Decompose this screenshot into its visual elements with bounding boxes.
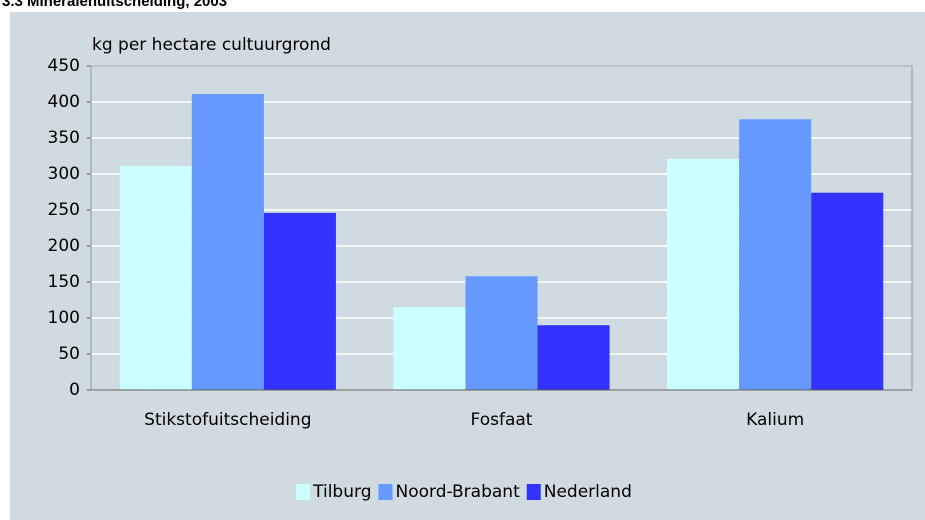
x-tick-label: Fosfaat — [471, 410, 533, 430]
bar — [393, 307, 466, 390]
legend-label: Noord-Brabant — [395, 482, 520, 502]
y-tick-label: 350 — [48, 128, 80, 148]
bar — [263, 212, 336, 390]
bar — [537, 325, 610, 390]
y-tick-label: 400 — [48, 92, 80, 112]
y-tick-label: 250 — [48, 200, 80, 220]
legend-label: Nederland — [544, 482, 632, 502]
y-tick-label: 100 — [48, 308, 80, 328]
bar — [465, 276, 538, 390]
x-tick-label: Kalium — [746, 410, 804, 430]
y-tick-label: 150 — [48, 272, 80, 292]
bar — [119, 166, 192, 390]
x-tick-label: Stikstofuitscheiding — [144, 410, 311, 430]
y-tick-label: 300 — [48, 164, 80, 184]
bar — [191, 94, 264, 390]
y-axis-label: kg per hectare cultuurgrond — [92, 35, 331, 55]
legend-swatch — [296, 484, 311, 500]
y-tick-label: 200 — [48, 236, 80, 256]
y-tick-label: 450 — [48, 56, 80, 76]
y-tick-label: 50 — [58, 344, 80, 364]
chart-title: 3.3 Mineralenuitscheiding, 2003 — [2, 0, 227, 10]
legend-swatch — [526, 484, 541, 500]
legend-label: Tilburg — [312, 482, 371, 502]
legend-swatch — [378, 484, 393, 500]
bar — [739, 119, 812, 390]
bar — [667, 158, 740, 390]
bar — [811, 192, 884, 390]
y-tick-label: 0 — [69, 380, 80, 400]
